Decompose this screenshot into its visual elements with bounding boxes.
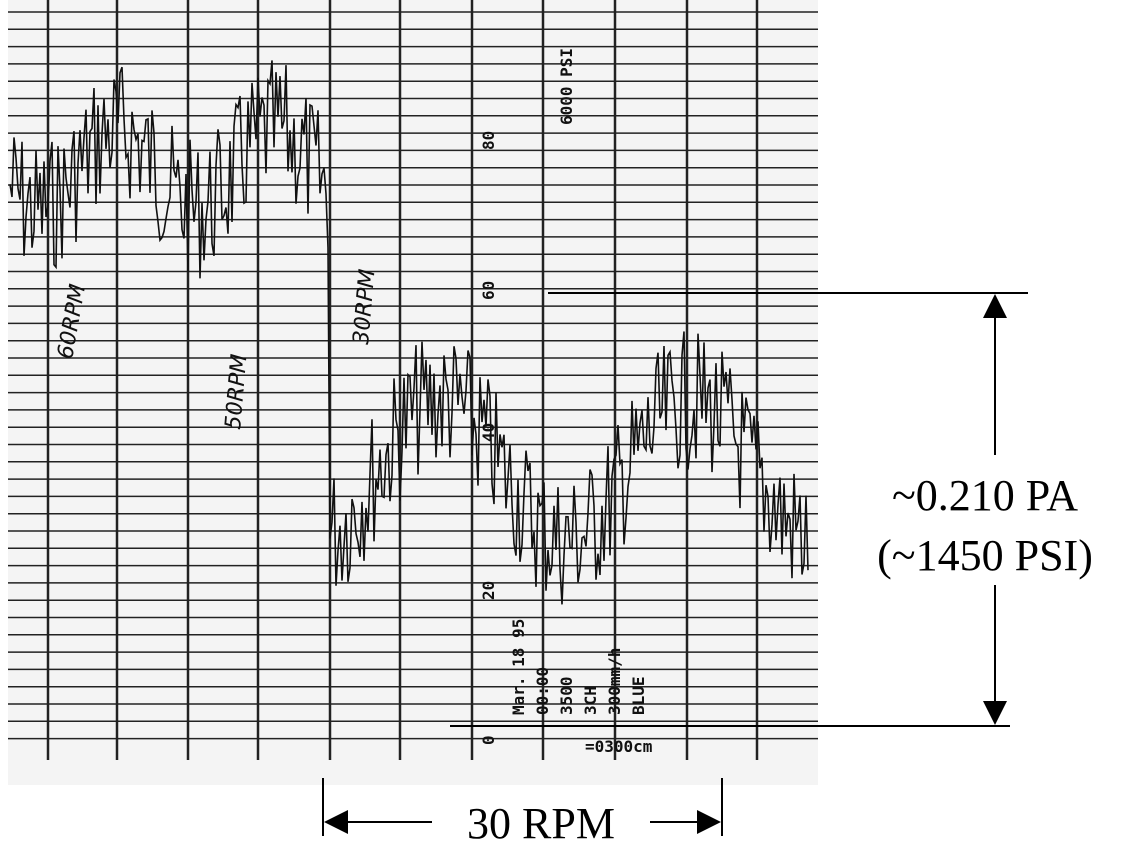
recorder-line: 3CH bbox=[581, 686, 600, 715]
pen-trace bbox=[9, 60, 809, 605]
recorder-line: 00:00 bbox=[533, 667, 552, 715]
scale-label: 40 bbox=[479, 423, 498, 442]
recorder-line: 3500 bbox=[557, 676, 576, 715]
annotation-lines bbox=[322, 292, 1028, 836]
recorder-line: Mar. 18 95 bbox=[509, 619, 528, 715]
chart-footer: =0300cm bbox=[585, 737, 653, 756]
scale-label: 20 bbox=[479, 581, 498, 600]
recorder-line: BLUE bbox=[629, 676, 648, 715]
pressure-annotation: (~1450 PSI) bbox=[877, 531, 1093, 580]
recorder-info: Mar. 18 95 00:00 3500 3CH 300mm/h BLUE bbox=[509, 619, 648, 715]
scale-label: 60 bbox=[479, 281, 498, 300]
scale-label: 80 bbox=[479, 131, 498, 150]
recorder-line: 300mm/h bbox=[605, 648, 624, 715]
full-scale: 6000 PSI bbox=[557, 48, 576, 125]
pressure-annotation: ~0.210 PA bbox=[892, 471, 1078, 520]
scale-labels: 80 60 40 20 0 bbox=[479, 131, 498, 745]
speed-annotation: 30 RPM bbox=[467, 799, 615, 848]
scale-label: 0 bbox=[479, 735, 498, 745]
